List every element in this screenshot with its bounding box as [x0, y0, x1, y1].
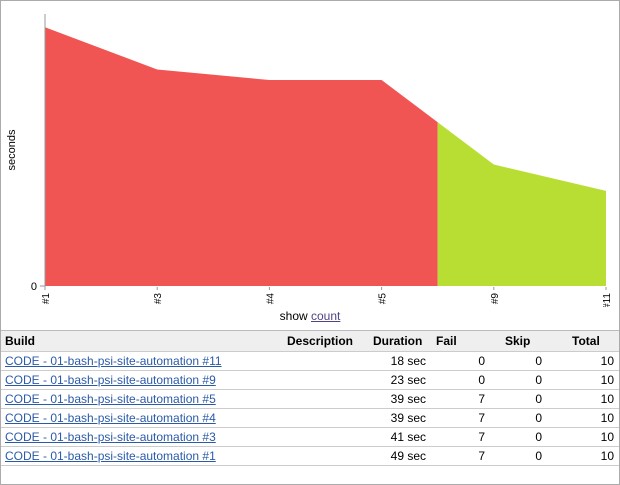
skip-cell: 0: [501, 351, 568, 371]
duration-cell: 39 sec: [369, 408, 432, 428]
passed-area: [437, 122, 606, 286]
column-header-skip[interactable]: Skip: [501, 330, 568, 352]
skip-cell: 0: [501, 408, 568, 428]
fail-cell: 0: [432, 351, 501, 371]
build-cell: CODE - 01-bash-psi-site-automation #5: [1, 389, 283, 409]
table-row: CODE - 01-bash-psi-site-automation #9 23 …: [1, 370, 619, 390]
x-tick-label: #11: [602, 293, 613, 307]
fail-cell: 7: [432, 446, 501, 466]
x-tick-label: #3: [153, 293, 164, 305]
fail-cell: 7: [432, 408, 501, 428]
build-cell: CODE - 01-bash-psi-site-automation #11: [1, 351, 283, 371]
total-cell: 10: [568, 408, 619, 428]
description-cell: [283, 351, 369, 371]
y-axis-title: seconds: [6, 129, 18, 170]
test-trend-chart: 0 seconds #1 #3 #4 #5 #9 #11: [1, 1, 619, 307]
table-row: CODE - 01-bash-psi-site-automation #1 49 …: [1, 446, 619, 466]
description-cell: [283, 427, 369, 447]
total-cell: 10: [568, 389, 619, 409]
build-table-header: Build Description Duration Fail Skip Total: [1, 330, 619, 352]
column-header-fail[interactable]: Fail: [432, 330, 501, 352]
build-link[interactable]: CODE - 01-bash-psi-site-automation #5: [5, 392, 216, 406]
y-zero-label: 0: [31, 281, 37, 293]
build-link[interactable]: CODE - 01-bash-psi-site-automation #3: [5, 430, 216, 444]
trend-chart-svg: 0 seconds #1 #3 #4 #5 #9 #11: [6, 14, 613, 307]
fail-cell: 7: [432, 427, 501, 447]
x-tick-label: #1: [41, 293, 52, 305]
total-cell: 10: [568, 427, 619, 447]
skip-cell: 0: [501, 389, 568, 409]
build-link[interactable]: CODE - 01-bash-psi-site-automation #1: [5, 449, 216, 463]
build-cell: CODE - 01-bash-psi-site-automation #3: [1, 427, 283, 447]
fail-cell: 7: [432, 389, 501, 409]
build-cell: CODE - 01-bash-psi-site-automation #4: [1, 408, 283, 428]
description-cell: [283, 408, 369, 428]
build-link[interactable]: CODE - 01-bash-psi-site-automation #11: [5, 354, 222, 368]
column-header-duration[interactable]: Duration: [369, 330, 432, 352]
skip-cell: 0: [501, 427, 568, 447]
total-cell: 10: [568, 446, 619, 466]
failed-area: [45, 27, 438, 286]
x-tick-label: #9: [490, 293, 501, 305]
build-link[interactable]: CODE - 01-bash-psi-site-automation #4: [5, 411, 216, 425]
description-cell: [283, 370, 369, 390]
duration-cell: 39 sec: [369, 389, 432, 409]
column-header-build[interactable]: Build: [1, 330, 283, 352]
skip-cell: 0: [501, 446, 568, 466]
duration-cell: 18 sec: [369, 351, 432, 371]
build-cell: CODE - 01-bash-psi-site-automation #1: [1, 446, 283, 466]
build-cell: CODE - 01-bash-psi-site-automation #9: [1, 370, 283, 390]
description-cell: [283, 446, 369, 466]
build-table-body: CODE - 01-bash-psi-site-automation #11 18…: [1, 351, 619, 466]
build-link[interactable]: CODE - 01-bash-psi-site-automation #9: [5, 373, 216, 387]
header-row: Build Description Duration Fail Skip Total: [1, 330, 619, 352]
total-cell: 10: [568, 370, 619, 390]
column-header-description[interactable]: Description: [283, 330, 369, 352]
description-cell: [283, 389, 369, 409]
table-row: CODE - 01-bash-psi-site-automation #5 39 …: [1, 389, 619, 409]
table-row: CODE - 01-bash-psi-site-automation #3 41 …: [1, 427, 619, 447]
column-header-total[interactable]: Total: [568, 330, 619, 352]
skip-cell: 0: [501, 370, 568, 390]
x-tick-label: #5: [378, 293, 389, 305]
total-cell: 10: [568, 351, 619, 371]
duration-cell: 49 sec: [369, 446, 432, 466]
x-tick-label: #4: [265, 293, 276, 305]
table-row: CODE - 01-bash-psi-site-automation #4 39 …: [1, 408, 619, 428]
build-table: Build Description Duration Fail Skip Total CO…: [1, 330, 619, 466]
duration-cell: 23 sec: [369, 370, 432, 390]
show-label: show: [279, 309, 311, 323]
show-count-link[interactable]: count: [311, 309, 341, 323]
fail-cell: 0: [432, 370, 501, 390]
duration-cell: 41 sec: [369, 427, 432, 447]
table-row: CODE - 01-bash-psi-site-automation #11 18…: [1, 351, 619, 371]
chart-footer: show count: [1, 307, 619, 330]
